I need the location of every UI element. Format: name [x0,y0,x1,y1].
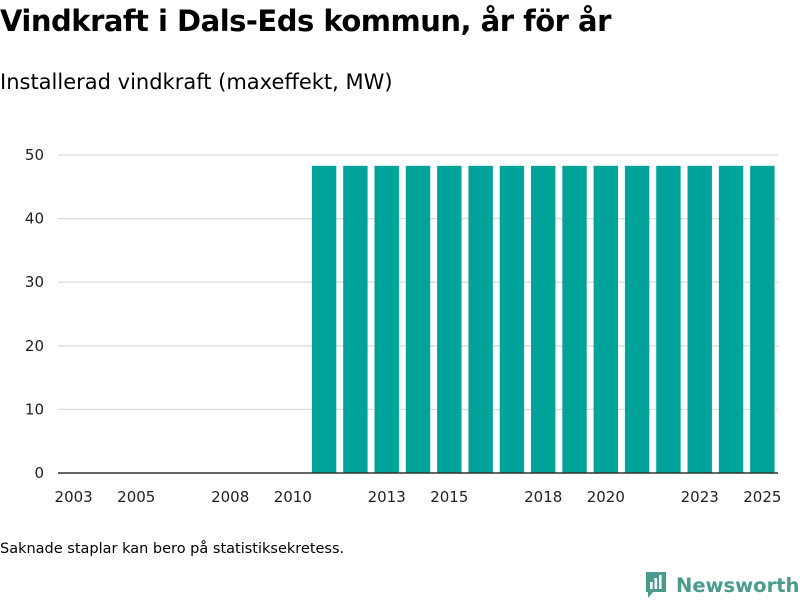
y-tick-label-30: 30 [25,273,44,291]
bars [311,165,775,473]
bar-2018 [531,165,556,473]
x-tick-label-2025: 2025 [743,488,781,506]
newsworthy-logo-text: Newsworthy [676,573,800,597]
x-tick-label-2003: 2003 [55,488,93,506]
x-tick-label-2008: 2008 [211,488,249,506]
bar-2016 [468,165,493,473]
x-tick-label-2015: 2015 [430,488,468,506]
bar-2013 [374,165,399,473]
x-tick-label-2020: 2020 [587,488,625,506]
x-tick-label-2013: 2013 [368,488,406,506]
bar-2022 [656,165,681,473]
bar-2019 [562,165,587,473]
bar-2025 [750,165,775,473]
x-tick-label-2023: 2023 [681,488,719,506]
bar-2023 [687,165,712,473]
y-tick-label-40: 40 [25,210,44,228]
bar-2017 [499,165,525,473]
bar-2012 [343,165,368,473]
x-tick-label-2010: 2010 [274,488,312,506]
bar-2015 [437,165,462,473]
footnote: Saknade staplar kan bero på statistiksek… [0,541,345,557]
bar-2021 [624,165,650,473]
y-tick-label-50: 50 [25,146,44,164]
x-tick-label-2018: 2018 [524,488,562,506]
y-tick-label-0: 0 [34,464,44,482]
bar-2024 [718,165,744,473]
x-tick-label-2005: 2005 [117,488,155,506]
chart-title: Vindkraft i Dals-Eds kommun, år för år [0,4,611,38]
chart-subtitle: Installerad vindkraft (maxeffekt, MW) [0,70,393,94]
bar-2011 [311,165,337,473]
axes: 0 10 20 30 40 50 2003 2005 2008 2010 2013 2015 2018 2… [25,146,782,506]
y-tick-label-10: 10 [25,400,44,418]
bar-2020 [593,165,619,473]
newsworthy-logo[interactable]: Newsworthy [644,570,800,600]
newsworthy-logo-icon [646,572,666,598]
y-tick-label-20: 20 [25,337,44,355]
bar-2014 [405,165,431,473]
bar-chart: 0 10 20 30 40 50 2003 2005 2008 2010 2013 2015 2018 2… [25,146,782,506]
